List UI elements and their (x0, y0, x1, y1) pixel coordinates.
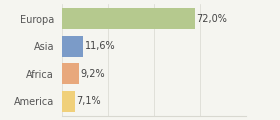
Bar (62, 36, 83, 57)
Text: 9,2%: 9,2% (80, 69, 105, 79)
Text: 72,0%: 72,0% (196, 14, 227, 24)
Bar (62, 63, 79, 84)
Text: 7,1%: 7,1% (76, 96, 101, 106)
Text: 11,6%: 11,6% (85, 41, 115, 51)
Bar (62, 91, 75, 112)
Bar (62, 8, 195, 29)
